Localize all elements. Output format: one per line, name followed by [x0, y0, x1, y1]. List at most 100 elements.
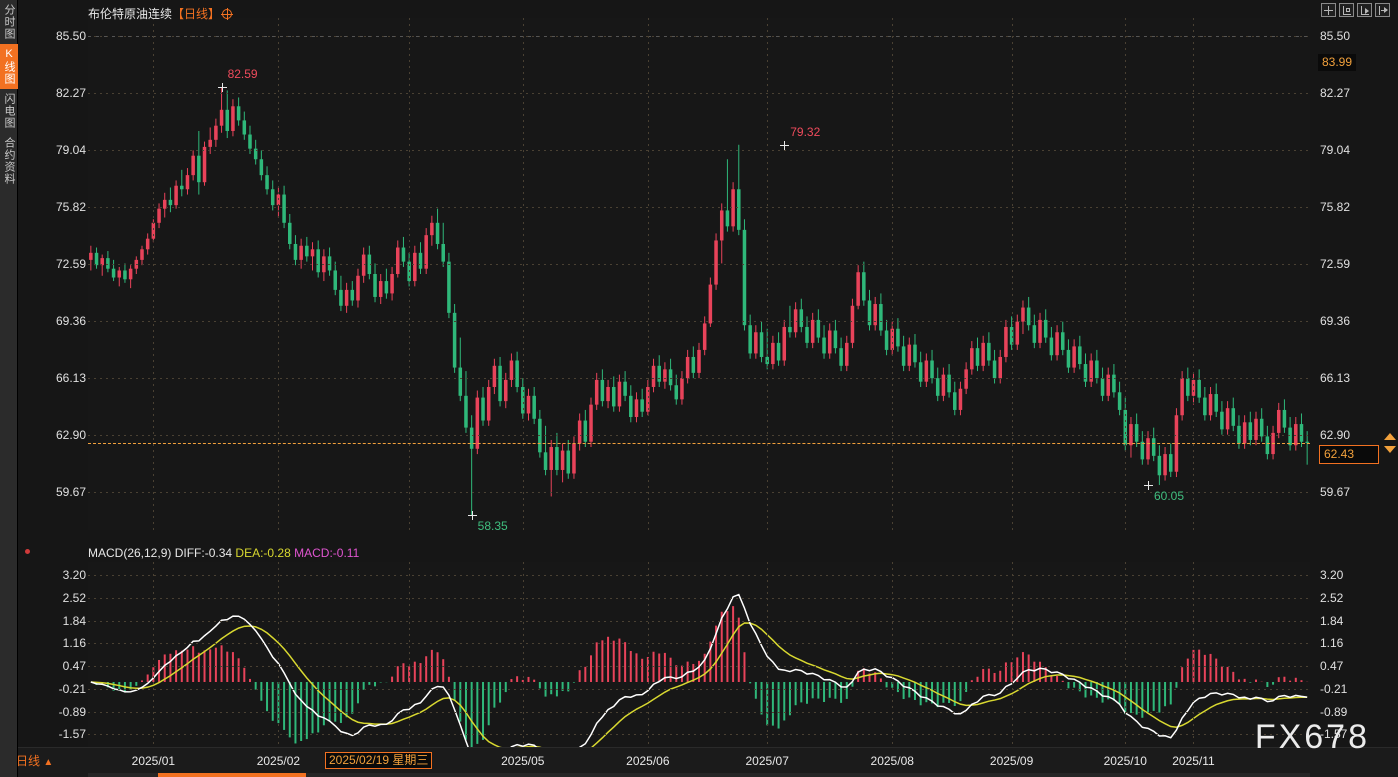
- macd-dea-line: [90, 622, 1308, 756]
- candle-body: [970, 348, 974, 370]
- chart-title: 布伦特原油连续【日线】: [88, 5, 234, 22]
- candle-body: [862, 272, 866, 301]
- sidebar-item-contract-info[interactable]: 合约资料: [0, 133, 18, 189]
- macd-chart-pane[interactable]: [88, 562, 1310, 767]
- candle-body: [646, 386, 650, 412]
- candle-body: [680, 378, 684, 400]
- macd-axis-label-right: 0.47: [1320, 659, 1344, 674]
- candle-body: [1180, 378, 1184, 416]
- candle-body: [629, 395, 633, 418]
- candle-body: [816, 319, 821, 338]
- candle-body: [123, 270, 127, 280]
- horizontal-scrollbar[interactable]: [88, 773, 1310, 777]
- candle-body: [424, 235, 428, 269]
- candle-body: [1004, 326, 1008, 357]
- candle-body: [498, 365, 502, 402]
- candle-body: [771, 342, 775, 365]
- candle-body: [464, 395, 468, 428]
- macd-axis-label-right: 1.84: [1320, 613, 1344, 628]
- candle-body: [1305, 441, 1309, 443]
- macd-dea-value: DEA:-0.28: [235, 546, 291, 560]
- candle-body: [106, 258, 110, 269]
- candle-body: [1163, 454, 1167, 476]
- candle-body: [810, 319, 815, 343]
- sidebar-item-timeshare[interactable]: 分时图: [0, 0, 18, 44]
- last-price-tag[interactable]: 62.43: [1319, 444, 1380, 464]
- macd-axis-label-right: 3.20: [1320, 568, 1344, 583]
- settings-dot-icon[interactable]: [22, 546, 33, 557]
- candle-body: [202, 146, 207, 183]
- price-axis-label-right: 85.50: [1320, 28, 1351, 43]
- candle-body: [1032, 325, 1037, 343]
- watermark: FX678: [1254, 718, 1370, 756]
- candle-body: [1021, 307, 1025, 322]
- candle-body: [180, 185, 184, 190]
- candle-body: [600, 379, 605, 402]
- crosshair-tool-icon[interactable]: [1321, 3, 1336, 17]
- candle-body: [1049, 337, 1054, 356]
- candle-body: [168, 199, 173, 206]
- candle-body: [1265, 436, 1270, 455]
- price-axis-label-left: 75.82: [55, 199, 86, 214]
- extreme-marker: [217, 83, 227, 93]
- candle-body: [1072, 346, 1076, 368]
- candle-body: [560, 450, 565, 470]
- candle-body: [651, 365, 656, 387]
- candle-body: [407, 261, 411, 282]
- time-axis-label: 2025/05: [501, 754, 545, 768]
- candle-body: [1254, 418, 1258, 440]
- candle-body: [640, 399, 644, 412]
- sidebar-item-lightning[interactable]: 闪电图: [0, 89, 18, 133]
- price-axis-label-left: 85.50: [55, 28, 86, 43]
- macd-axis-label-left: -1.57: [58, 727, 86, 742]
- candle-body: [214, 125, 218, 140]
- candle-body: [1117, 392, 1122, 410]
- sidebar-item-kline[interactable]: K线图: [0, 44, 18, 89]
- axis-scale-icon[interactable]: [1339, 3, 1354, 17]
- candle-body: [162, 199, 167, 209]
- candle-body: [941, 374, 946, 396]
- candle-body: [282, 194, 286, 223]
- candle-body: [617, 381, 622, 407]
- candle-body: [737, 189, 741, 230]
- macd-axis-label-left: 1.84: [62, 613, 86, 628]
- time-axis-label: 2025/08: [870, 754, 914, 768]
- candle-body: [918, 362, 923, 382]
- price-chart-pane[interactable]: [88, 18, 1310, 530]
- candle-body: [697, 349, 701, 373]
- candle-body: [1140, 441, 1145, 460]
- candle-body: [1043, 319, 1048, 338]
- scrollbar-thumb[interactable]: [158, 773, 306, 777]
- bottom-bar: [18, 747, 1398, 777]
- candle-body: [901, 346, 906, 366]
- candle-body: [998, 356, 1002, 379]
- price-axis-label-left: 79.04: [55, 142, 86, 157]
- candle-body: [1157, 455, 1162, 476]
- period-selector[interactable]: 日线 ▲: [16, 752, 53, 769]
- candle-body: [856, 272, 860, 306]
- axis-expand-icon[interactable]: [1375, 3, 1390, 17]
- candle-body: [748, 325, 752, 354]
- macd-macd-value: MACD:-0.11: [294, 546, 360, 560]
- crosshair-icon[interactable]: [221, 8, 234, 20]
- axis-shift-icon[interactable]: [1357, 3, 1372, 17]
- candle-body: [953, 392, 957, 410]
- macd-plot-background: [88, 562, 1310, 747]
- candle-body: [94, 252, 99, 266]
- candle-body: [435, 222, 440, 244]
- candle-body: [151, 222, 156, 239]
- candle-body: [1095, 360, 1099, 379]
- candle-body: [964, 369, 968, 389]
- candle-body: [145, 238, 150, 250]
- candle-body: [259, 159, 264, 176]
- candle-body: [1060, 332, 1065, 350]
- price-axis-label-right: 62.90: [1320, 427, 1351, 442]
- candle-body: [1259, 418, 1264, 437]
- candle-body: [225, 109, 230, 131]
- candle-body: [236, 106, 241, 121]
- period-label: 【日线】: [172, 7, 221, 21]
- candle-body: [725, 210, 730, 227]
- candle-body: [890, 328, 895, 350]
- candle-body: [322, 256, 326, 273]
- candle-body: [833, 330, 838, 349]
